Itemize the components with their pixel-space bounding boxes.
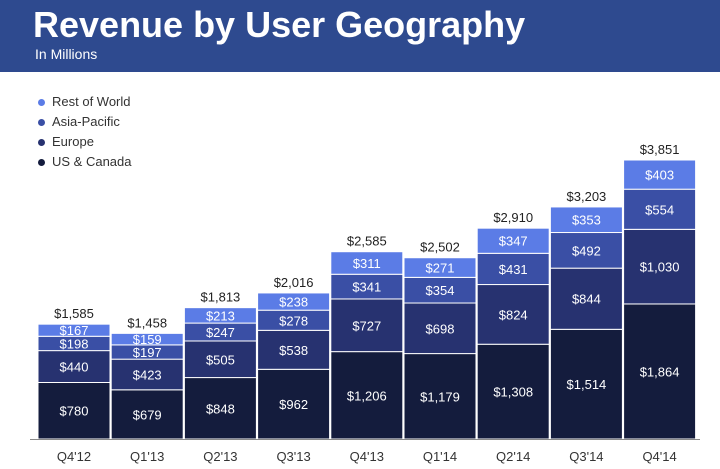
x-tick-label: Q3'13 [276, 449, 310, 464]
bar-segment-rest-of-world [623, 159, 697, 190]
bar-total-label: $1,585 [54, 306, 94, 321]
bar-segment-europe [110, 358, 184, 391]
bar-value-label: $848 [206, 401, 235, 416]
bar-value-label: $278 [279, 313, 308, 328]
bar-segment-us-canada [183, 377, 257, 440]
bar-segment-us-canada [549, 328, 623, 440]
bar-value-label: $727 [352, 318, 381, 333]
bar-segment-rest-of-world [183, 307, 257, 324]
bar-value-label: $167 [60, 323, 89, 338]
bar-value-label: $247 [206, 325, 235, 340]
legend-swatch-asia-pacific [38, 119, 45, 126]
bar-segment-rest-of-world [110, 332, 184, 346]
bar-segment-europe [330, 298, 404, 353]
bar-segment-us-canada [403, 353, 477, 440]
bar-value-label: $492 [572, 243, 601, 258]
legend-item-rest-of-world: Rest of World [38, 92, 132, 112]
bar-segment-rest-of-world [403, 257, 477, 278]
bar-value-label: $962 [279, 397, 308, 412]
bar-value-label: $311 [353, 256, 381, 271]
bar-segment-europe [257, 329, 331, 370]
x-tick-label: Q4'12 [57, 449, 91, 464]
legend-label: Asia-Pacific [52, 114, 120, 129]
bar-total-label: $2,910 [493, 210, 533, 225]
header-banner: Revenue by User Geography In Millions [0, 0, 720, 72]
x-tick-label: Q1'14 [423, 449, 457, 464]
bar-segment-us-canada [623, 303, 697, 440]
bar-value-label: $159 [133, 332, 162, 347]
bar-value-label: $271 [426, 261, 455, 276]
bar-segment-europe [183, 340, 257, 379]
revenue-stacked-bar-chart: $780$440$198$167$1,585Q4'12$679$423$197$… [30, 142, 700, 464]
legend-item-us-canada: US & Canada [38, 152, 132, 172]
bar-value-label: $1,308 [493, 385, 533, 400]
bar-total-label: $1,813 [201, 290, 241, 305]
legend-item-europe: Europe [38, 132, 132, 152]
bar-total-label: $2,585 [347, 234, 387, 249]
bar-value-label: $423 [133, 367, 162, 382]
bar-total-label: $2,016 [274, 275, 314, 290]
bar-segment-europe [403, 302, 477, 355]
bar-value-label: $554 [645, 202, 674, 217]
x-tick-label: Q1'13 [130, 449, 164, 464]
bar-value-label: $824 [499, 307, 528, 322]
bar-segment-asia-pacific [403, 276, 477, 304]
bar-segment-asia-pacific [330, 273, 404, 300]
bar-segment-us-canada [330, 351, 404, 440]
x-tick-label: Q4'13 [350, 449, 384, 464]
bar-value-label: $431 [499, 262, 528, 277]
bar-value-label: $403 [645, 168, 674, 183]
bar-segment-rest-of-world [37, 323, 111, 337]
legend-swatch-us-canada [38, 159, 45, 166]
bar-segment-rest-of-world [549, 206, 623, 234]
bar-value-label: $538 [279, 343, 308, 358]
bar-value-label: $1,206 [347, 388, 387, 403]
bar-value-label: $698 [426, 321, 455, 336]
bar-segment-us-canada [476, 343, 550, 440]
bar-segment-rest-of-world [476, 227, 550, 254]
x-tick-label: Q2'13 [203, 449, 237, 464]
bar-segment-europe [37, 350, 111, 383]
chart-legend: Rest of World Asia-Pacific Europe US & C… [38, 92, 132, 172]
bar-segment-rest-of-world [257, 292, 331, 311]
bar-segment-asia-pacific [549, 232, 623, 269]
legend-item-asia-pacific: Asia-Pacific [38, 112, 132, 132]
bar-value-label: $1,179 [420, 389, 460, 404]
bar-value-label: $353 [572, 213, 601, 228]
bar-value-label: $198 [60, 336, 89, 351]
bar-value-label: $341 [352, 280, 381, 295]
x-tick-label: Q4'14 [642, 449, 676, 464]
legend-swatch-europe [38, 139, 45, 146]
bar-total-label: $2,502 [420, 240, 460, 255]
bar-value-label: $844 [572, 292, 601, 307]
bar-segment-us-canada [37, 381, 111, 440]
bar-value-label: $1,514 [567, 377, 607, 392]
bar-value-label: $354 [426, 283, 455, 298]
bar-value-label: $197 [133, 345, 162, 360]
bar-total-label: $3,851 [640, 142, 680, 157]
bar-segment-asia-pacific [623, 188, 697, 230]
bar-total-label: $3,203 [567, 189, 607, 204]
bar-value-label: $440 [60, 360, 89, 375]
bar-segment-europe [623, 228, 697, 305]
page-title: Revenue by User Geography [33, 4, 526, 45]
bar-value-label: $1,030 [640, 260, 680, 275]
bar-value-label: $505 [206, 352, 235, 367]
bar-segment-europe [476, 284, 550, 345]
bar-value-label: $679 [133, 407, 162, 422]
bar-segment-rest-of-world [330, 251, 404, 275]
legend-label: Europe [52, 134, 94, 149]
bar-total-label: $1,458 [127, 315, 167, 330]
bar-value-label: $1,864 [640, 364, 680, 379]
legend-label: Rest of World [52, 94, 131, 109]
bar-value-label: $213 [206, 308, 235, 323]
bar-value-label: $780 [60, 404, 89, 419]
x-tick-label: Q3'14 [569, 449, 603, 464]
legend-swatch-rest-of-world [38, 99, 45, 106]
x-tick-label: Q2'14 [496, 449, 530, 464]
page-subtitle: In Millions [35, 46, 98, 62]
bar-value-label: $347 [499, 234, 528, 249]
legend-label: US & Canada [52, 154, 132, 169]
bar-value-label: $238 [279, 295, 308, 310]
